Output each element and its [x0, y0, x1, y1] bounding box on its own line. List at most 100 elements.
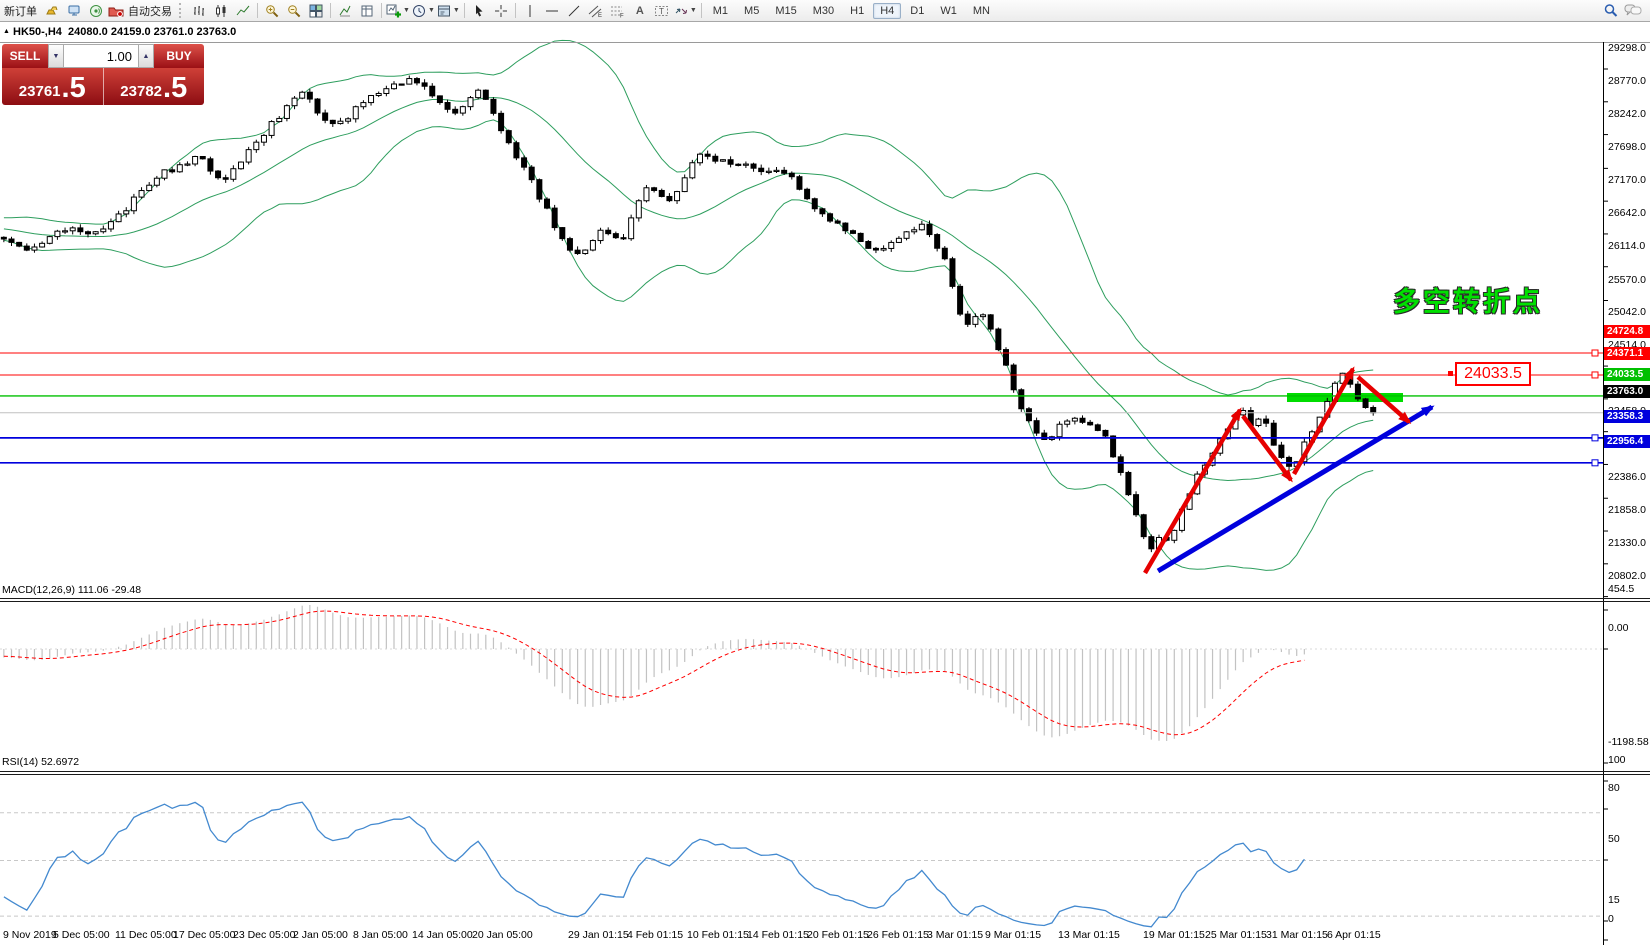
- toolbar-separator: [700, 3, 702, 18]
- price-tick-label: 25570.0: [1608, 274, 1646, 286]
- price-badge: 24724.8: [1604, 325, 1650, 338]
- red-zigzag-arrow[interactable]: [1143, 407, 1242, 575]
- line-handle[interactable]: [1591, 349, 1599, 357]
- cursor-icon[interactable]: [468, 2, 490, 20]
- line-handle[interactable]: [1591, 459, 1599, 467]
- timeframe-h4-button[interactable]: H4: [873, 2, 902, 19]
- timeframe-w1-button[interactable]: W1: [940, 4, 957, 17]
- time-axis-label: 31 Mar 01:15: [1266, 929, 1328, 941]
- time-axis-label: 23 Dec 05:00: [233, 929, 296, 941]
- vertical-line-tool-icon[interactable]: [519, 2, 541, 20]
- price-callout-label[interactable]: 24033.5: [1455, 362, 1531, 386]
- line-handle[interactable]: [1591, 434, 1599, 442]
- time-axis-label: 9 Nov 2019: [3, 929, 57, 941]
- channel-tool-icon[interactable]: E: [585, 2, 607, 20]
- buy-button[interactable]: BUY: [154, 44, 204, 68]
- rsi-axis-label: 0: [1608, 913, 1614, 925]
- time-axis-label: 2 Jan 05:00: [293, 929, 348, 941]
- gold-bars-icon[interactable]: [41, 2, 63, 20]
- auto-trading-button[interactable]: 自动交易: [107, 2, 177, 20]
- tile-windows-icon[interactable]: [305, 2, 327, 20]
- timeframe-bar: M1 M5 M15 M30 H1 H4 D1 W1 MN: [705, 2, 998, 19]
- text-tool-icon[interactable]: A: [635, 4, 644, 17]
- time-axis-label: 20 Feb 01:15: [807, 929, 869, 941]
- zoom-out-icon[interactable]: [283, 2, 305, 20]
- shapes-tool-button[interactable]: ▼: [673, 2, 698, 20]
- candles: [0, 75, 1377, 553]
- red-zigzag-arrow[interactable]: [1356, 375, 1412, 424]
- period-clock-button[interactable]: ▼: [411, 2, 436, 20]
- blue-trend-arrow[interactable]: [1156, 404, 1435, 574]
- macd-axis-label: 454.5: [1608, 583, 1635, 595]
- rsi-axis-label: 80: [1608, 782, 1620, 794]
- toolbar-separator: [381, 3, 382, 18]
- horizontal-line-tool-icon[interactable]: [541, 2, 563, 20]
- timeframe-h1-button[interactable]: H1: [850, 4, 865, 17]
- macd-indicator: [0, 605, 1603, 742]
- time-axis-label: 20 Jan 05:00: [472, 929, 533, 941]
- time-axis-label: 29 Jan 01:15: [568, 929, 629, 941]
- price-tick-label: 21858.0: [1608, 504, 1646, 516]
- trendline-tool-icon[interactable]: [563, 2, 585, 20]
- chat-icon[interactable]: [1622, 2, 1644, 20]
- chart-canvas[interactable]: [0, 21, 1650, 945]
- line-chart-icon[interactable]: [232, 2, 254, 20]
- volume-down-button[interactable]: ▼: [48, 44, 64, 68]
- time-axis-label: 17 Dec 05:00: [173, 929, 236, 941]
- sell-button[interactable]: SELL: [2, 44, 48, 68]
- time-axis-label: 8 Jan 05:00: [353, 929, 408, 941]
- svg-text:T: T: [659, 7, 664, 16]
- new-order-button[interactable]: 新订单: [4, 5, 37, 18]
- timeframe-d1-button[interactable]: D1: [910, 4, 925, 17]
- buy-price[interactable]: 23782 .5: [120, 72, 188, 104]
- new-chart-button[interactable]: ▼: [385, 2, 411, 20]
- red-zigzag-arrow[interactable]: [1241, 414, 1293, 483]
- price-tick-label: 21330.0: [1608, 537, 1646, 549]
- macd-pane-label: MACD(12,26,9) 111.06 -29.48: [2, 584, 142, 596]
- line-handle[interactable]: [1591, 371, 1599, 379]
- price-tick-label: 29298.0: [1608, 42, 1646, 54]
- toolbar-separator: [463, 3, 465, 18]
- annotation-turning-point[interactable]: 多空转折点: [1393, 287, 1543, 317]
- timeframe-m30-button[interactable]: M30: [812, 4, 835, 17]
- auto-trading-label: 自动交易: [128, 5, 172, 18]
- pane-borders: [0, 42, 1650, 945]
- rsi-pane-label: RSI(14) 52.6972: [2, 756, 80, 768]
- sell-price[interactable]: 23761 .5: [2, 68, 104, 105]
- toolbar-separator: [257, 3, 258, 18]
- search-icon[interactable]: [1600, 2, 1622, 20]
- red-zigzag-arrow[interactable]: [1292, 366, 1355, 476]
- price-badge: 23358.3: [1604, 410, 1650, 423]
- terminal-icon[interactable]: [63, 2, 85, 20]
- time-axis-label: 4 Feb 01:15: [627, 929, 684, 941]
- price-tick-label: 22386.0: [1608, 471, 1646, 483]
- price-tick-label: 26642.0: [1608, 207, 1646, 219]
- macd-axis-label: 0.00: [1608, 622, 1629, 634]
- rsi-axis-label: 50: [1608, 833, 1620, 845]
- chart-window[interactable]: [0, 21, 1650, 945]
- green-highlight-bar[interactable]: [1287, 393, 1403, 402]
- text-label-tool-icon[interactable]: T: [651, 2, 673, 20]
- candlestick-chart-icon[interactable]: [210, 2, 232, 20]
- template-button[interactable]: ▼: [436, 2, 461, 20]
- volume-input[interactable]: 1.00: [64, 44, 138, 68]
- signal-icon[interactable]: [85, 2, 107, 20]
- zoom-in-icon[interactable]: [261, 2, 283, 20]
- timeframe-mn-button[interactable]: MN: [972, 4, 990, 17]
- crosshair-icon[interactable]: [490, 2, 512, 20]
- price-tick-label: 27170.0: [1608, 174, 1646, 186]
- time-axis-label: 25 Mar 01:15: [1205, 929, 1267, 941]
- callout-handle[interactable]: [1448, 371, 1453, 376]
- volume-up-button[interactable]: ▲: [138, 44, 154, 68]
- svg-text:E: E: [598, 13, 602, 18]
- data-window-icon[interactable]: [356, 2, 378, 20]
- timeframe-m15-button[interactable]: M15: [775, 4, 797, 17]
- timeframe-m1-button[interactable]: M1: [712, 4, 729, 17]
- price-tick-label: 26114.0: [1608, 240, 1646, 252]
- fibonacci-tool-icon[interactable]: F: [607, 2, 629, 20]
- bar-chart-icon[interactable]: [188, 2, 210, 20]
- indicators-icon[interactable]: [334, 2, 356, 20]
- chevron-down-icon: ▼: [452, 7, 460, 14]
- timeframe-m5-button[interactable]: M5: [744, 4, 760, 17]
